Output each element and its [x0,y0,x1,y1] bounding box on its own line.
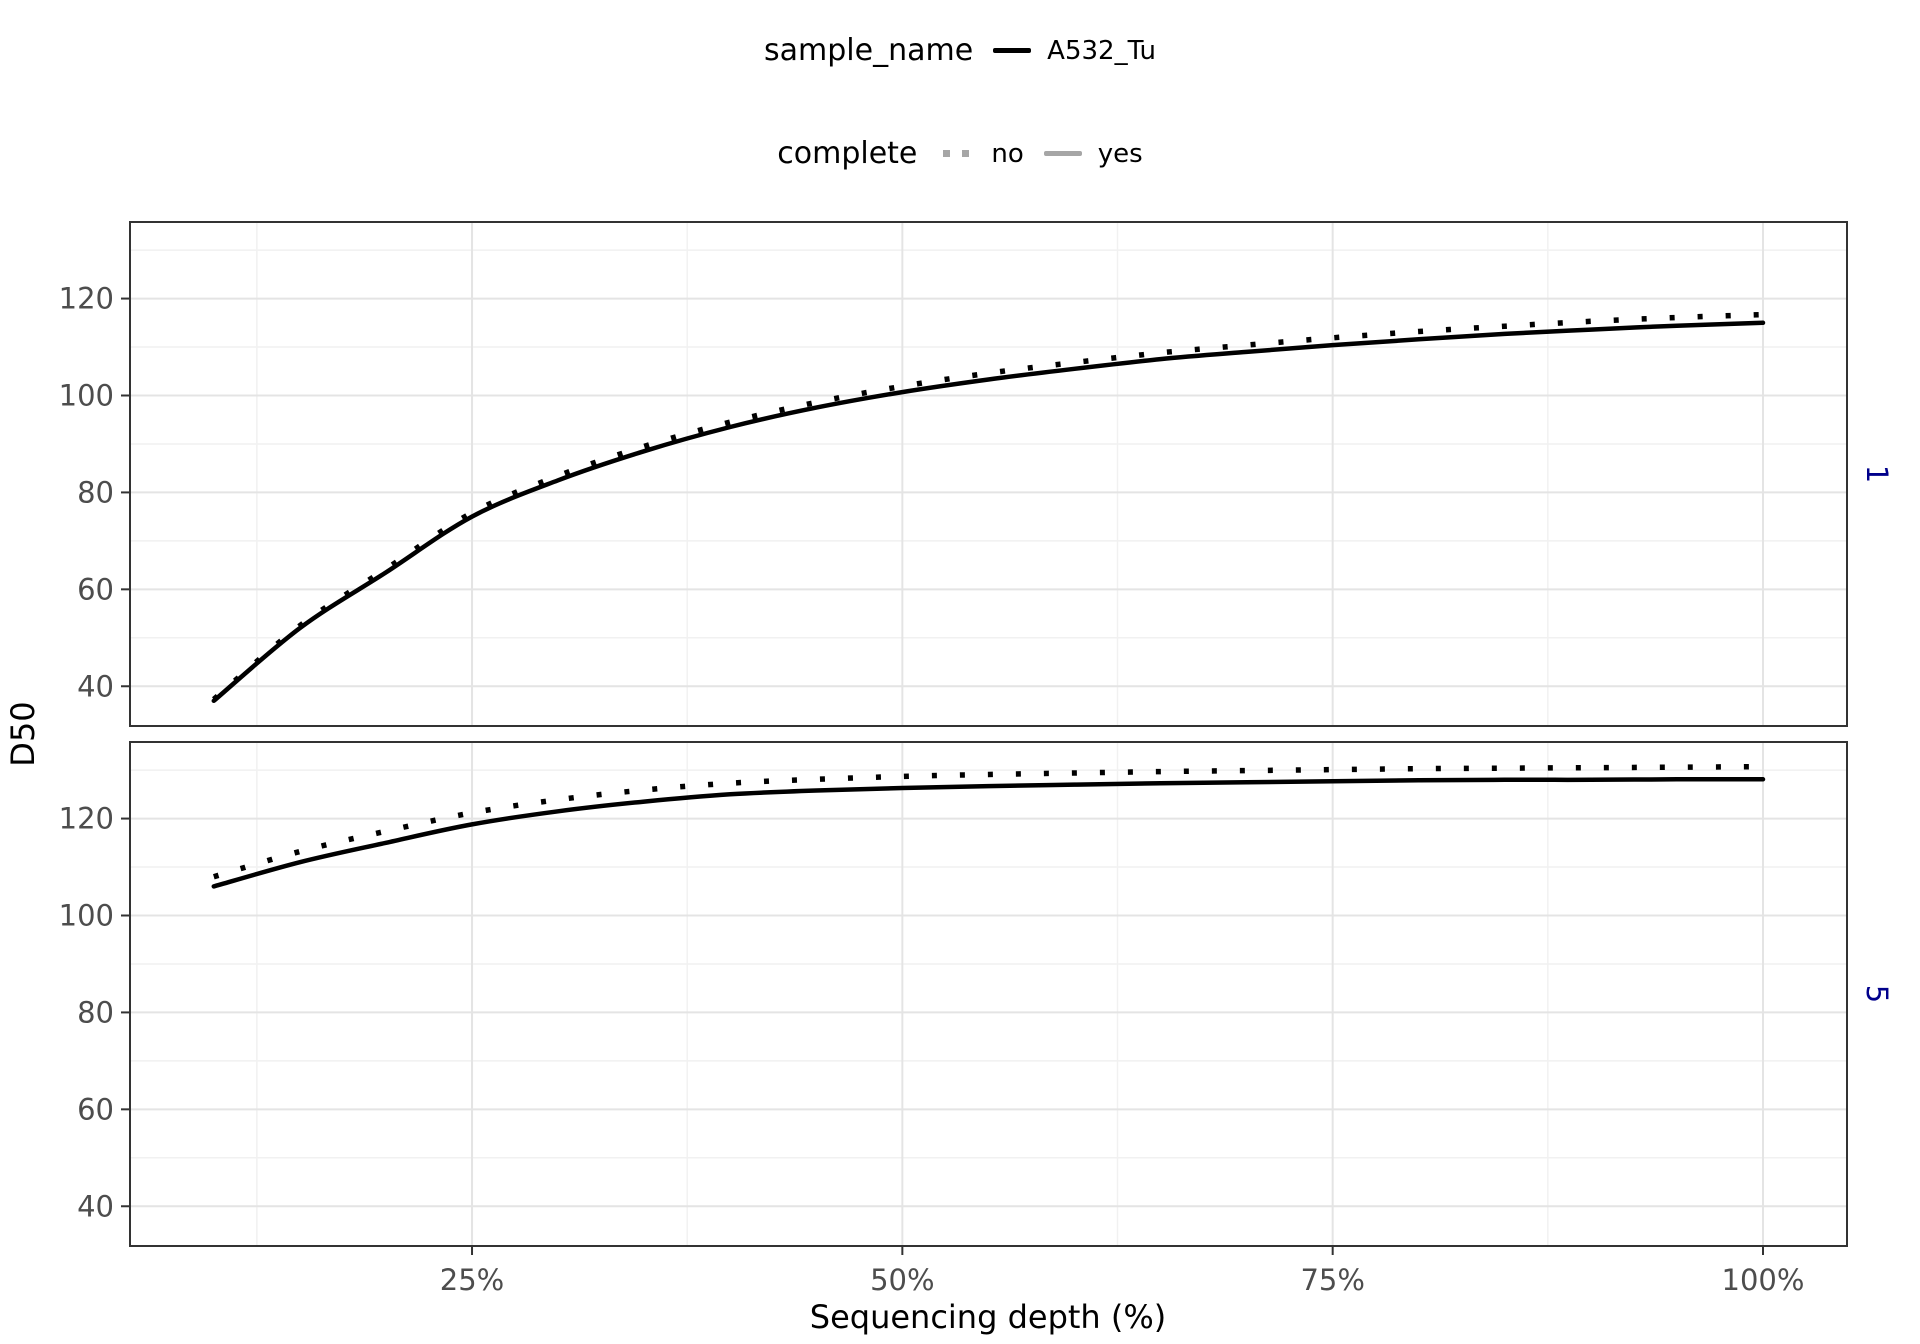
panel-border [129,741,1848,1247]
facet-strip-label-1: 1 [1860,465,1894,483]
gridlines-major [130,222,1847,726]
gridlines-minor [130,222,1847,726]
y-tick-label: 80 [77,475,114,509]
y-tick-label: 60 [77,1092,114,1126]
legend-complete: complete no yes [0,136,1920,171]
solid-gray-line-icon [1043,151,1082,156]
y-axis-title: D50 [4,701,42,766]
curve-no-dotted [213,763,1764,880]
solid-black-line-icon [993,48,1032,53]
curve-no-dotted [212,311,1764,702]
y-tick-label: 100 [59,898,114,932]
x-tick-label: 25% [440,1263,504,1297]
x-tick-label: 75% [1300,1263,1364,1297]
panel-5: 40 60 80 100 120 [59,741,1848,1247]
panel-border [129,221,1848,727]
y-tick-label: 120 [59,802,114,836]
y-axis-ticks: 40 60 80 100 120 [59,282,130,703]
y-tick-label: 60 [77,572,114,606]
legend-item-label: A532_Tu [1047,35,1156,66]
gridlines-minor [130,742,1847,1246]
facet-strip-label-5: 5 [1860,985,1894,1003]
y-axis-ticks: 40 60 80 100 120 [59,802,130,1223]
y-tick-label: 40 [77,1189,114,1223]
panels: 40 60 80 100 120 40 60 80 100 120 25% 50% 75% 100% [59,221,1848,1297]
y-tick-label: 120 [59,282,114,316]
y-tick-label: 100 [59,378,114,412]
legend-sample-name-title: sample_name [764,33,974,68]
legend-complete-title: complete [777,136,918,171]
legend-item-label: yes [1097,138,1143,169]
x-axis-title: Sequencing depth (%) [810,1298,1167,1336]
curve-yes-solid [211,777,1766,889]
legend-item-no: no [937,138,1024,169]
legend-sample-name: sample_name A532_Tu [0,33,1920,68]
curve-yes-solid [211,320,1766,704]
panel-1: 40 60 80 100 120 [59,221,1848,727]
legend-item-label: no [991,138,1024,169]
x-tick-label: 100% [1722,1263,1805,1297]
dotted-gray-line-icon [937,150,975,157]
x-tick-label: 50% [870,1263,934,1297]
legend-item-a532-tu: A532_Tu [993,36,1156,66]
x-axis-ticks: 25% 50% 75% 100% [440,1246,1805,1297]
legend-item-yes: yes [1043,138,1143,169]
gridlines-major [130,742,1847,1246]
y-tick-label: 80 [77,995,114,1029]
y-tick-label: 40 [77,669,114,703]
